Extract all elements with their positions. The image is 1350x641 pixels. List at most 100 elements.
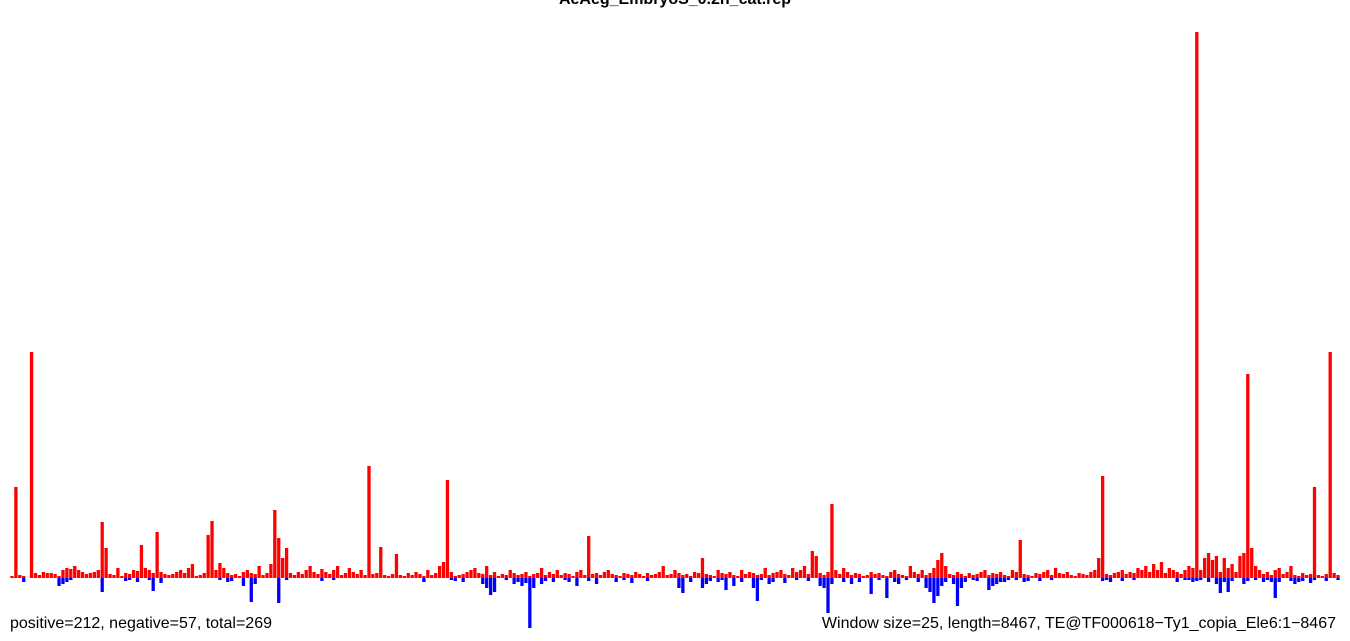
bar <box>912 572 916 578</box>
bar <box>806 574 811 578</box>
bar <box>928 573 932 578</box>
bar <box>402 576 406 578</box>
bar <box>1018 540 1022 578</box>
bar <box>410 575 414 578</box>
bar <box>485 566 489 578</box>
bar <box>492 578 497 592</box>
bar <box>677 578 681 588</box>
bar <box>151 573 155 578</box>
bar <box>865 575 869 578</box>
bar <box>940 578 944 586</box>
bar <box>104 548 108 578</box>
bar <box>394 554 399 578</box>
bar <box>716 578 720 582</box>
bar <box>1026 575 1030 578</box>
bar <box>414 572 418 578</box>
bar <box>1187 566 1191 578</box>
bar <box>430 575 434 578</box>
bar <box>206 535 210 578</box>
bar <box>355 574 359 578</box>
bar <box>1324 578 1328 581</box>
bar <box>1269 578 1273 582</box>
bar <box>626 574 630 578</box>
bar <box>441 562 446 578</box>
bar <box>732 578 736 586</box>
bar <box>692 572 697 578</box>
bar <box>759 578 763 580</box>
bar <box>532 578 536 588</box>
bar <box>190 564 195 578</box>
bar <box>673 570 677 578</box>
bar <box>547 572 552 578</box>
bar <box>265 573 269 578</box>
bar <box>712 576 716 578</box>
bar <box>1132 578 1136 580</box>
bar <box>57 578 61 586</box>
bar <box>253 574 257 578</box>
bar <box>771 573 775 578</box>
bar <box>182 573 187 578</box>
bar <box>284 578 289 580</box>
bar <box>583 575 587 578</box>
bar <box>108 574 112 578</box>
bar <box>971 578 975 580</box>
bar <box>904 578 909 580</box>
bar <box>751 578 756 588</box>
bar <box>794 572 799 578</box>
bar <box>740 570 744 578</box>
bar <box>877 573 881 578</box>
bar <box>528 578 532 628</box>
bar <box>1104 578 1109 580</box>
bar <box>524 572 528 578</box>
bar <box>1195 32 1199 578</box>
bar <box>893 578 897 582</box>
bar <box>261 575 265 578</box>
bar <box>69 578 73 580</box>
bar <box>88 573 93 578</box>
bar <box>1120 570 1124 578</box>
bar <box>571 576 575 578</box>
bar <box>14 487 18 578</box>
bar <box>1116 572 1120 578</box>
bar <box>277 578 281 603</box>
bar <box>539 578 544 584</box>
bar <box>932 568 936 578</box>
bar <box>732 575 736 578</box>
bar <box>1183 578 1187 580</box>
bar <box>316 574 320 578</box>
bar <box>151 578 155 591</box>
bar <box>1108 578 1113 582</box>
bar <box>128 574 132 578</box>
bar <box>461 574 465 578</box>
bar <box>1100 476 1105 578</box>
bar <box>783 574 787 578</box>
bar <box>22 578 26 582</box>
bar <box>10 576 14 578</box>
bar <box>516 575 520 578</box>
bar <box>896 574 901 578</box>
bar <box>210 521 214 578</box>
bar <box>1226 578 1230 592</box>
bar <box>1002 578 1007 582</box>
bar <box>877 578 881 580</box>
bar <box>920 570 924 578</box>
bar <box>1046 570 1050 578</box>
bar <box>485 578 489 588</box>
bar <box>551 574 556 578</box>
bar <box>842 578 846 582</box>
bar <box>1246 374 1250 578</box>
bar <box>1140 570 1144 578</box>
bar <box>504 578 508 580</box>
bar <box>233 574 238 578</box>
bar <box>1222 578 1226 582</box>
bar <box>249 578 253 602</box>
bar <box>779 570 783 578</box>
bar <box>618 576 622 578</box>
bar <box>1202 558 1207 578</box>
bar <box>826 572 830 578</box>
bar <box>226 578 230 582</box>
bar <box>551 578 556 582</box>
bar <box>857 578 862 582</box>
bar <box>159 572 163 578</box>
